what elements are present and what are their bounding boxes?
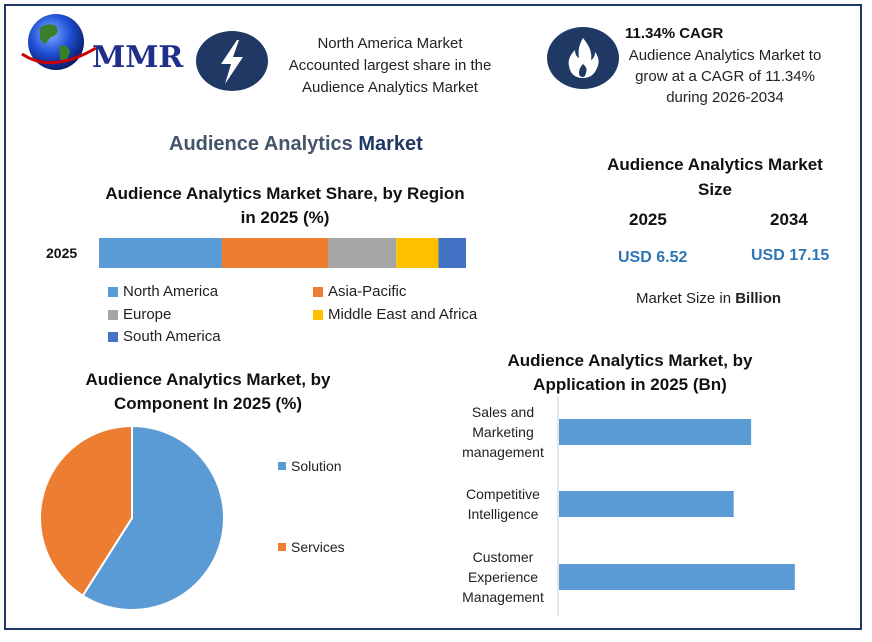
category-label-line: management [462, 444, 544, 460]
market-size-title-line: Size [697, 180, 733, 199]
bar-customer-experience-management [559, 564, 795, 590]
page-title-part2: Market [358, 133, 423, 155]
highlight-line: grow at a CAGR of 11.34% [635, 68, 815, 85]
component-chart-title: Audience Analytics Market, by Component … [58, 368, 358, 416]
legend-item-middle-east-and-africa: Middle East and Africa [313, 306, 477, 323]
application-bar-chart: Sales and Marketing management Competitive I… [462, 396, 795, 616]
bar-segment-south-america [438, 238, 466, 268]
category-label: Customer Experience Management [462, 549, 544, 605]
page-title: Audience Analytics Market [169, 133, 423, 156]
component-chart-title-line: Audience Analytics Market, by [85, 370, 331, 389]
highlight-line: Audience Analytics Market [302, 79, 478, 96]
category-label-line: Marketing [472, 424, 533, 440]
market-size-title: Audience Analytics Market Size [590, 152, 840, 202]
category-label: Competitive Intelligence [466, 486, 540, 522]
application-chart-title-line: Audience Analytics Market, by [507, 351, 753, 370]
bar-competitive-intelligence [559, 491, 734, 517]
legend-item-asia-pacific: Asia-Pacific [313, 283, 406, 300]
category-label-line: Customer [473, 549, 534, 565]
lightning-icon [196, 31, 268, 91]
category-label: Sales and Marketing management [462, 404, 544, 460]
legend-swatch [108, 286, 118, 297]
legend-item-solution: Solution [278, 458, 342, 474]
component-pie-chart [39, 424, 225, 611]
legend-item-south-america: South America [108, 328, 221, 345]
highlight-line: Accounted largest share in the [288, 57, 492, 74]
legend-swatch [108, 331, 118, 342]
legend-swatch [313, 286, 323, 297]
highlight-north-america: North America Market Accounted largest s… [270, 33, 510, 99]
legend-label: South America [123, 328, 221, 345]
legend-label: Asia-Pacific [328, 283, 407, 300]
region-chart-title: Audience Analytics Market Share, by Regi… [90, 182, 480, 230]
highlight-cagr: Audience Analytics Market to grow at a C… [620, 45, 830, 108]
year-2025: 2025 [629, 210, 667, 229]
market-size-note: Market Size in Billion [636, 290, 781, 307]
legend-swatch [278, 543, 286, 551]
page-title-part1: Audience Analytics [169, 133, 359, 155]
legend-swatch [313, 309, 323, 320]
application-chart-title-line: Application in 2025 (Bn) [533, 375, 727, 394]
legend-label: Middle East and Africa [328, 306, 478, 323]
bar-segment-europe [328, 238, 397, 268]
bar-sales-and-marketing-management [559, 419, 752, 445]
market-size-note-prefix: Market Size in [636, 290, 736, 307]
region-chart-title-line: in 2025 (%) [240, 208, 330, 227]
size-value-2034: USD 17.15 [751, 247, 830, 264]
legend-swatch [278, 462, 286, 470]
legend-item-europe: Europe [108, 306, 171, 323]
infographic-frame [4, 4, 862, 630]
legend-label: Services [291, 539, 345, 555]
category-label-line: Intelligence [468, 506, 539, 522]
size-value-2025: USD 6.52 [618, 249, 688, 266]
year-2034: 2034 [770, 210, 808, 229]
legend-label: North America [123, 283, 219, 300]
highlight-line: North America Market [317, 35, 463, 52]
bar-segment-north-america [99, 238, 222, 268]
logo: MMR [16, 10, 184, 78]
highlight-line: Audience Analytics Market to [628, 47, 822, 64]
region-chart-title-line: Audience Analytics Market Share, by Regi… [105, 184, 465, 203]
market-size-title-line: Audience Analytics Market [607, 155, 823, 174]
market-size-note-unit: Billion [735, 290, 782, 307]
category-label: 2025 [46, 245, 77, 261]
category-label-line: Sales and [472, 404, 534, 420]
legend-label: Solution [291, 458, 342, 474]
category-label-line: Experience [468, 569, 538, 585]
legend-swatch [108, 309, 118, 320]
region-stacked-bar-chart: 2025 [46, 238, 466, 268]
pie-slice-services [39, 424, 133, 598]
region-legend: North America Asia-Pacific Europe Middle Ea… [108, 283, 508, 347]
legend-item-services: Services [278, 539, 345, 555]
logo-text: MMR [92, 40, 184, 75]
category-label-line: Management [462, 589, 544, 605]
highlight-line: during 2026-2034 [666, 89, 784, 106]
bar-segment-middle-east-and-africa [396, 238, 439, 268]
legend-label: Europe [123, 306, 172, 323]
component-chart-title-line: Component In 2025 (%) [114, 394, 302, 413]
flame-icon [547, 27, 619, 89]
bar-segment-asia-pacific [221, 238, 329, 268]
component-legend: Solution Services [278, 458, 398, 568]
globe-icon [21, 14, 97, 70]
application-chart-title: Audience Analytics Market, by Applicatio… [490, 349, 770, 397]
cagr-title: 11.34% CAGR [625, 25, 724, 42]
pie-slice-solution [81, 424, 225, 611]
legend-item-north-america: North America [108, 283, 218, 300]
category-label-line: Competitive [466, 486, 540, 502]
